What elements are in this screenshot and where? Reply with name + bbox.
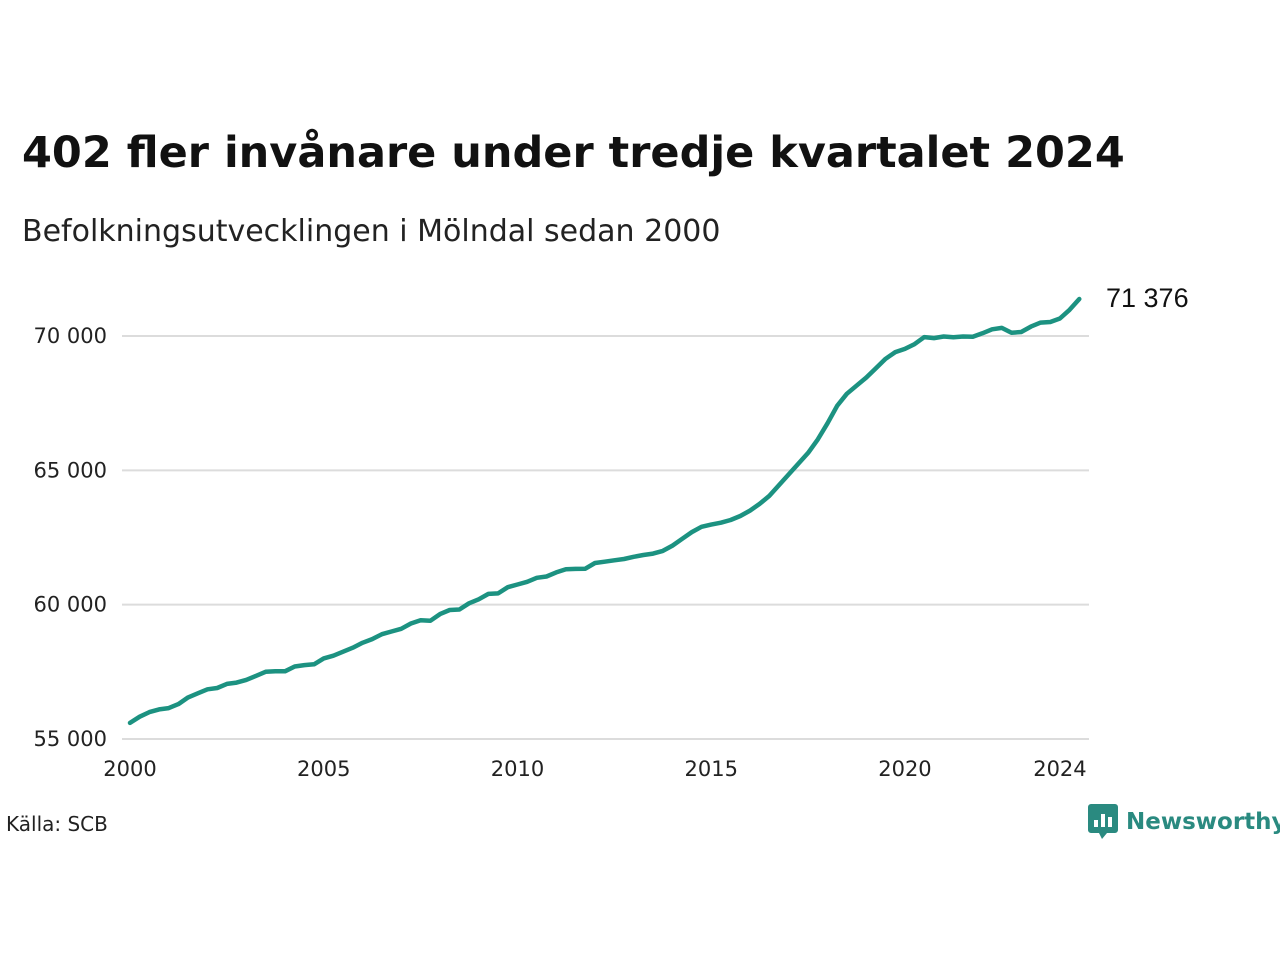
x-tick-label: 2024	[1033, 757, 1086, 781]
series-line	[127, 296, 1082, 726]
source-note: Källa: SCB	[6, 812, 108, 836]
x-tick-label: 2015	[684, 757, 737, 781]
y-tick-label: 55 000	[34, 727, 107, 751]
y-tick-label: 65 000	[34, 458, 107, 482]
y-tick-label: 70 000	[34, 324, 107, 348]
chart-title: 402 fler invånare under tredje kvartalet…	[22, 128, 1125, 178]
chart-subtitle: Befolkningsutvecklingen i Mölndal sedan …	[22, 214, 721, 249]
gridlines	[122, 335, 1089, 740]
x-tick-label: 2020	[878, 757, 931, 781]
series-layer: 71 376	[127, 283, 1189, 726]
x-tick-label: 2010	[491, 757, 544, 781]
x-tick-label: 2000	[103, 757, 156, 781]
y-axis-ticks: 55 000 60 000 65 000 70 000	[34, 324, 107, 751]
brand-name: Newsworthy	[1126, 809, 1280, 835]
end-value-label: 71 376	[1106, 283, 1189, 313]
y-tick-label: 60 000	[34, 593, 107, 617]
newsworthy-logo-icon	[1088, 804, 1118, 839]
x-tick-label: 2005	[297, 757, 350, 781]
brand-logo: Newsworthy	[1088, 804, 1280, 840]
x-axis-ticks: 2000 2005 2010 2015 2020 2024	[103, 757, 1086, 781]
